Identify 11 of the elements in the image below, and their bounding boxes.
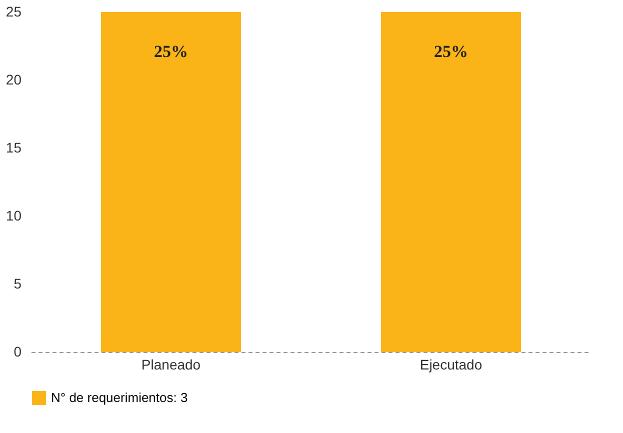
data-label: 25%: [434, 42, 468, 61]
x-tick-label: Planeado: [141, 356, 201, 372]
y-tick-label: 5: [14, 276, 22, 292]
legend-label: N° de requerimientos: 3: [51, 390, 188, 405]
x-tick-label: Ejecutado: [420, 356, 482, 372]
y-tick-label: 0: [14, 344, 22, 360]
y-tick-label: 20: [6, 72, 22, 88]
y-tick-label: 25: [6, 4, 22, 20]
y-tick-label: 10: [6, 208, 22, 224]
y-tick-label: 15: [6, 140, 22, 156]
data-label: 25%: [154, 42, 188, 61]
